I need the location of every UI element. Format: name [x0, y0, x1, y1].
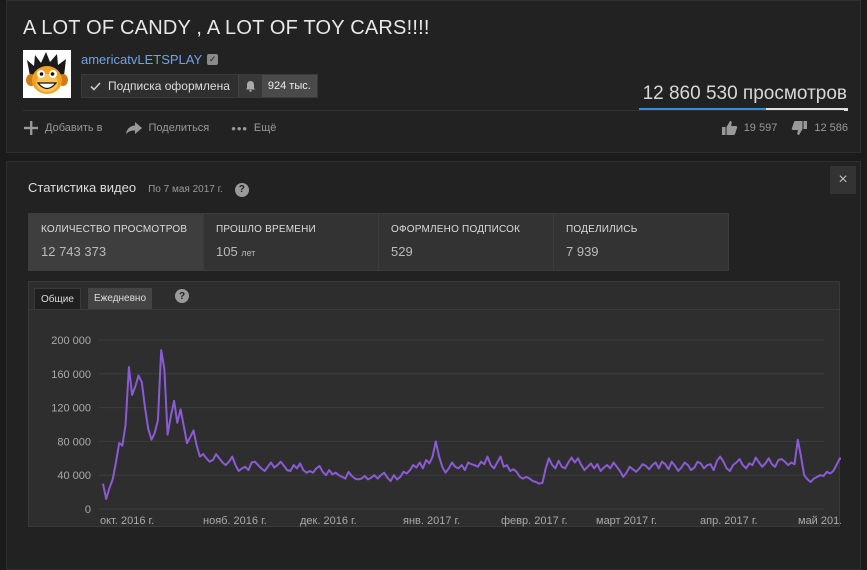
share-arrow-icon — [125, 122, 142, 135]
x-tick-label: апр. 2017 г. — [700, 515, 758, 527]
subscribe-button-group: Подписка оформлена 924 тыс. — [81, 74, 318, 98]
metric-value: 7 939 — [566, 244, 599, 259]
metric-tab-shares[interactable]: ПОДЕЛИЛИСЬ 7 939 — [553, 213, 729, 271]
y-tick-label: 160 000 — [51, 369, 91, 381]
close-icon: × — [838, 171, 848, 188]
video-info-panel: A LOT OF CANDY , A LOT OF TOY CARS!!!! a… — [6, 0, 861, 153]
y-tick-label: 120 000 — [51, 403, 91, 415]
subscribe-button[interactable]: Подписка оформлена — [82, 75, 238, 97]
help-icon[interactable]: ? — [234, 182, 249, 197]
x-tick-label: март 2017 г. — [596, 515, 657, 527]
metric-tab-views[interactable]: КОЛИЧЕСТВО ПРОСМОТРОВ 12 743 373 — [28, 213, 204, 271]
chart-svg: 200 000 160 000 120 000 80 000 40 000 0 окт. 2… — [51, 335, 841, 527]
chart-tabs: Общие Ежедневно ? — [28, 281, 840, 310]
metric-label: КОЛИЧЕСТВО ПРОСМОТРОВ — [41, 224, 188, 235]
metric-value: 12 743 373 — [41, 244, 107, 259]
chart-help-icon[interactable]: ? — [175, 289, 189, 303]
x-tick-label: дек. 2016 г. — [300, 515, 357, 527]
monkey-avatar-icon — [23, 50, 71, 98]
rating-bar: 19 597 12 586 — [721, 120, 848, 136]
like-ratio-bar — [639, 108, 848, 111]
stats-header: Статистика видео По 7 мая 2017 г. ? — [28, 180, 249, 197]
stats-title: Статистика видео — [28, 180, 137, 195]
tab-cumulative[interactable]: Общие — [34, 288, 81, 310]
thumbs-down-icon — [792, 121, 808, 135]
add-to-button[interactable]: Добавить в — [23, 120, 103, 136]
y-tick-label: 40 000 — [57, 470, 91, 482]
metric-unit: лет — [241, 248, 256, 258]
stats-date: По 7 мая 2017 г. — [148, 184, 223, 195]
y-tick-label: 0 — [85, 504, 91, 516]
video-stats-panel: × Статистика видео По 7 мая 2017 г. ? КО… — [6, 161, 861, 570]
tab-daily[interactable]: Ежедневно — [88, 288, 153, 310]
subscribe-label: Подписка оформлена — [108, 79, 230, 93]
channel-avatar[interactable] — [23, 50, 71, 98]
share-label: Поделиться — [148, 122, 210, 134]
metric-value-row: 105 лет — [216, 244, 366, 259]
metric-value: 105 — [216, 244, 238, 259]
more-button[interactable]: ••• Ещё — [231, 121, 276, 136]
thumbs-up-icon — [721, 121, 737, 135]
video-title: A LOT OF CANDY , A LOT OF TOY CARS!!!! — [23, 17, 430, 39]
metric-value: 529 — [391, 244, 413, 259]
dislike-count: 12 586 — [814, 122, 848, 134]
x-tick-label: окт. 2016 г. — [100, 515, 154, 527]
x-tick-label: янв. 2017 г. — [403, 515, 460, 527]
metric-tab-watch-time[interactable]: ПРОШЛО ВРЕМЕНИ 105 лет — [203, 213, 379, 271]
dislike-button[interactable]: 12 586 — [791, 120, 848, 136]
daily-views-chart: 200 000 160 000 120 000 80 000 40 000 0 окт. 2… — [28, 309, 841, 527]
channel-name-row[interactable]: americatvLETSPLAY ✓ — [81, 52, 219, 67]
notification-bell-button[interactable] — [237, 75, 262, 97]
x-tick-label: нояб. 2016 г. — [203, 515, 267, 527]
bell-icon — [245, 81, 255, 92]
x-tick-label: май 201... — [798, 515, 841, 527]
like-button[interactable]: 19 597 — [721, 120, 778, 136]
metric-label: ОФОРМЛЕНО ПОДПИСОК — [391, 224, 521, 235]
metric-label: ПРОШЛО ВРЕМЕНИ — [216, 224, 316, 235]
view-count: 12 860 530 просмотров — [642, 83, 847, 104]
divider — [23, 110, 844, 111]
action-bar: Добавить в Поделиться ••• Ещё — [23, 120, 276, 136]
channel-name[interactable]: americatvLETSPLAY — [81, 52, 203, 67]
metric-label: ПОДЕЛИЛИСЬ — [566, 224, 638, 235]
verified-check-icon: ✓ — [207, 54, 219, 65]
checkmark-icon — [90, 81, 101, 91]
add-to-label: Добавить в — [45, 122, 103, 134]
close-button[interactable]: × — [830, 166, 856, 194]
subscriber-count: 924 тыс. — [261, 75, 317, 97]
x-tick-label: февр. 2017 г. — [501, 515, 568, 527]
like-count: 19 597 — [743, 122, 778, 134]
daily-views-line — [102, 349, 841, 500]
more-label: Ещё — [253, 122, 277, 134]
metric-tab-subscriptions[interactable]: ОФОРМЛЕНО ПОДПИСОК 529 — [378, 213, 554, 271]
plus-icon — [24, 121, 38, 135]
metric-tabs: КОЛИЧЕСТВО ПРОСМОТРОВ 12 743 373 ПРОШЛО … — [28, 213, 729, 271]
y-tick-label: 200 000 — [51, 335, 91, 347]
y-tick-label: 80 000 — [57, 436, 91, 448]
like-ratio-fill — [639, 108, 767, 111]
share-button[interactable]: Поделиться — [125, 121, 210, 135]
more-dots-icon: ••• — [231, 120, 248, 136]
